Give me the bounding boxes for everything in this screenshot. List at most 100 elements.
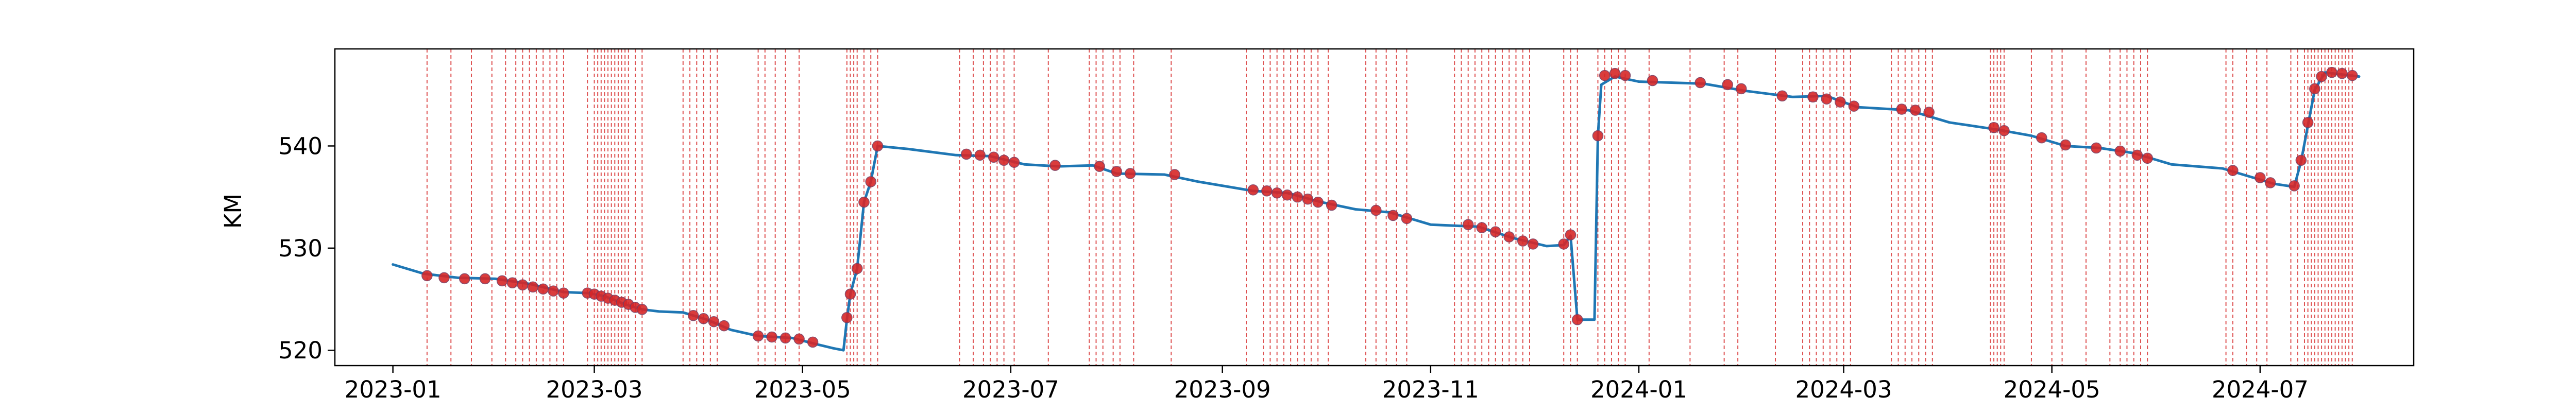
data-point-38 xyxy=(998,154,1010,166)
data-point-37 xyxy=(988,151,999,163)
data-point-96 xyxy=(2316,71,2327,82)
data-point-56 xyxy=(1462,219,1474,230)
data-point-21 xyxy=(698,313,709,324)
data-point-83 xyxy=(2036,132,2047,144)
data-point-52 xyxy=(1326,199,1337,211)
data-point-3 xyxy=(479,273,491,285)
data-point-61 xyxy=(1527,238,1539,250)
data-point-2 xyxy=(459,273,470,285)
data-point-39 xyxy=(1008,157,1020,168)
data-point-80 xyxy=(1923,107,1935,118)
data-point-7 xyxy=(527,281,539,292)
data-point-58 xyxy=(1489,226,1501,237)
data-point-87 xyxy=(2131,149,2143,161)
data-point-45 xyxy=(1247,184,1259,196)
plot-frame xyxy=(334,48,2415,367)
x-tick-label-5: 2023-11 xyxy=(1382,376,1479,403)
data-point-27 xyxy=(793,333,805,345)
data-point-32 xyxy=(858,196,870,208)
data-point-44 xyxy=(1169,169,1180,180)
data-point-86 xyxy=(2114,145,2126,157)
data-point-10 xyxy=(558,287,569,299)
data-point-99 xyxy=(2346,70,2358,81)
data-point-19 xyxy=(636,304,648,315)
data-point-50 xyxy=(1302,193,1314,205)
data-point-47 xyxy=(1271,187,1283,199)
data-point-22 xyxy=(708,316,720,327)
data-point-92 xyxy=(2289,180,2300,192)
series-markers-layer xyxy=(421,66,2358,348)
data-point-31 xyxy=(851,263,863,274)
y-axis: 520 530 540 xyxy=(278,132,335,364)
y-tick-label-1: 530 xyxy=(278,235,323,262)
data-point-66 xyxy=(1599,70,1611,81)
data-point-54 xyxy=(1387,210,1399,221)
data-point-65 xyxy=(1592,130,1604,142)
data-point-68 xyxy=(1619,70,1631,81)
data-point-84 xyxy=(2060,139,2071,151)
x-tick-label-6: 2024-01 xyxy=(1590,376,1687,403)
data-point-89 xyxy=(2227,165,2239,176)
data-point-74 xyxy=(1807,91,1819,102)
x-tick-label-4: 2023-09 xyxy=(1174,376,1271,403)
data-point-5 xyxy=(506,277,518,289)
data-point-59 xyxy=(1503,231,1515,243)
data-point-55 xyxy=(1401,213,1413,225)
data-point-26 xyxy=(779,332,791,344)
data-point-76 xyxy=(1835,96,1846,108)
data-point-28 xyxy=(807,336,819,348)
data-point-43 xyxy=(1125,168,1136,179)
data-point-93 xyxy=(2295,154,2307,166)
data-point-71 xyxy=(1722,79,1734,91)
y-tick-label-0: 520 xyxy=(278,337,323,364)
data-point-23 xyxy=(718,320,730,332)
data-point-69 xyxy=(1647,75,1658,87)
data-point-98 xyxy=(2336,67,2348,79)
data-point-41 xyxy=(1094,161,1105,172)
data-point-53 xyxy=(1370,204,1382,216)
data-point-79 xyxy=(1909,105,1921,116)
y-axis-label: KM xyxy=(219,194,247,229)
data-point-49 xyxy=(1292,191,1303,203)
data-point-8 xyxy=(537,283,549,295)
data-point-82 xyxy=(1998,125,2010,136)
data-point-34 xyxy=(872,140,884,152)
data-point-24 xyxy=(752,330,764,342)
data-point-20 xyxy=(687,310,699,321)
data-point-75 xyxy=(1821,93,1833,105)
x-tick-label-0: 2023-01 xyxy=(345,376,442,403)
data-point-40 xyxy=(1049,160,1061,171)
data-point-62 xyxy=(1558,238,1569,250)
data-point-78 xyxy=(1896,104,1907,115)
data-point-97 xyxy=(2326,66,2337,78)
data-point-91 xyxy=(2264,177,2276,188)
data-point-36 xyxy=(974,149,986,161)
data-point-81 xyxy=(1988,122,1999,133)
data-point-25 xyxy=(766,331,777,343)
data-point-85 xyxy=(2091,142,2102,154)
data-point-30 xyxy=(844,288,856,300)
data-point-0 xyxy=(421,270,433,282)
data-point-63 xyxy=(1565,229,1577,240)
data-point-67 xyxy=(1609,67,1621,79)
data-point-51 xyxy=(1312,196,1324,208)
data-point-72 xyxy=(1736,83,1747,95)
data-point-29 xyxy=(841,312,853,323)
data-point-48 xyxy=(1281,189,1293,201)
y-tick-label-2: 540 xyxy=(278,132,323,160)
x-tick-label-7: 2024-03 xyxy=(1795,376,1892,403)
data-point-6 xyxy=(517,279,529,291)
data-point-94 xyxy=(2302,117,2314,128)
data-point-95 xyxy=(2309,83,2320,95)
data-point-77 xyxy=(1848,100,1860,112)
data-point-57 xyxy=(1476,222,1487,233)
data-point-90 xyxy=(2255,172,2266,183)
x-tick-label-1: 2023-03 xyxy=(546,376,643,403)
data-point-64 xyxy=(1571,314,1583,325)
x-tick-label-3: 2023-07 xyxy=(962,376,1059,403)
x-tick-label-8: 2024-05 xyxy=(2004,376,2100,403)
data-point-42 xyxy=(1111,166,1123,177)
data-point-46 xyxy=(1261,185,1273,197)
